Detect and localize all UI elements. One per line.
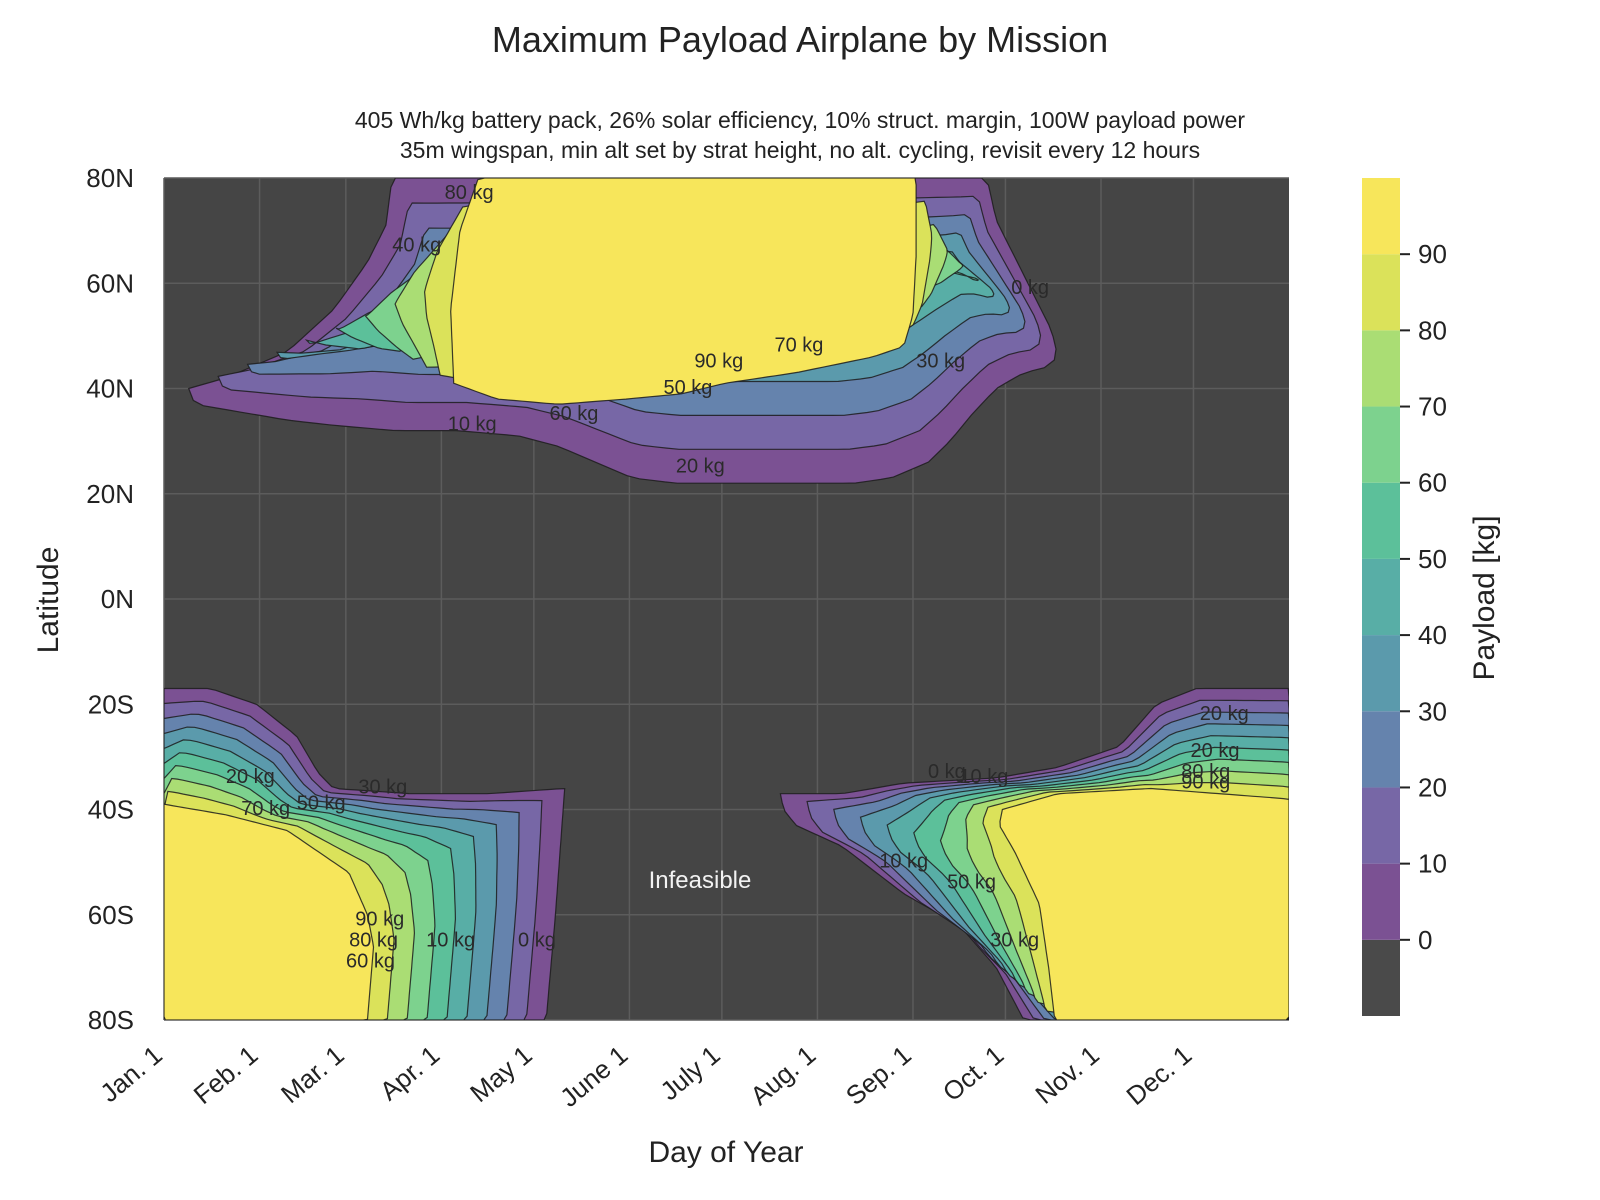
colorbar-tick-label: 70 — [1418, 392, 1447, 422]
colorbar-swatch — [1362, 330, 1400, 407]
x-tick-label: Mar. 1 — [275, 1040, 350, 1109]
contour-label: 10 kg — [959, 766, 1008, 788]
feasible-regions — [164, 178, 1289, 1020]
contour-label: 10 kg — [426, 929, 475, 951]
chart-title: Maximum Payload Airplane by Mission — [492, 19, 1108, 60]
colorbar: 0 10 20 30 40 50 60 70 80 90 — [1362, 178, 1447, 1016]
x-tick-label: Sep. 1 — [840, 1040, 917, 1111]
region-southern-early — [164, 687, 566, 1020]
colorbar-tick-label: 20 — [1418, 772, 1447, 802]
x-tick-label: Oct. 1 — [937, 1040, 1009, 1108]
contour-label: 70 kg — [774, 335, 823, 357]
colorbar-tick-label: 10 — [1418, 849, 1447, 879]
colorbar-swatch — [1362, 406, 1400, 483]
contour-label: 10 kg — [448, 414, 497, 436]
contour-label: 90 kg — [1181, 771, 1230, 793]
contour-label: 50 kg — [664, 377, 713, 399]
region-southern-late — [779, 687, 1289, 1020]
plot-area: 90 kg 70 kg 50 kg 30 kg 10 kg 60 kg 20 kg 40 kg… — [163, 177, 1289, 1021]
colorbar-swatch — [1362, 635, 1400, 712]
colorbar-tick-label: 40 — [1418, 620, 1447, 650]
x-tick-label: Apr. 1 — [374, 1040, 445, 1107]
x-tick-label: Jan. 1 — [94, 1040, 168, 1109]
y-tick-label: 40N — [86, 374, 134, 404]
colorbar-swatch — [1362, 863, 1400, 940]
x-tick-label: June 1 — [554, 1040, 633, 1113]
contour-label: 60 kg — [346, 950, 395, 972]
x-tick-label: Nov. 1 — [1029, 1040, 1104, 1110]
colorbar-swatch — [1362, 254, 1400, 331]
contour-label: 30 kg — [358, 777, 407, 799]
colorbar-swatch — [1362, 787, 1400, 864]
y-tick-label: 60N — [86, 268, 134, 298]
contour-label: 80 kg — [349, 929, 398, 951]
contour-label: 80 kg — [1181, 761, 1230, 783]
y-tick-label: 40S — [88, 795, 134, 825]
contour-label: 0 kg — [1011, 277, 1049, 299]
colorbar-tick-label: 90 — [1418, 239, 1447, 269]
contour-label: 30 kg — [990, 929, 1039, 951]
contour-label: 20 kg — [676, 456, 725, 478]
colorbar-tick-label: 30 — [1418, 696, 1447, 726]
x-tick-label: Feb. 1 — [188, 1040, 264, 1110]
contour-label: 30 kg — [916, 350, 965, 372]
colorbar-label: Payload [kg] — [1468, 515, 1501, 680]
colorbar-tick-label: 0 — [1418, 925, 1432, 955]
y-tick-label: 0N — [101, 584, 134, 614]
colorbar-swatch — [1362, 939, 1400, 1016]
y-tick-label: 80S — [88, 1005, 134, 1035]
contour-label: 0 kg — [928, 761, 966, 783]
x-tick-label: May 1 — [464, 1040, 538, 1108]
contour-label: 70 kg — [241, 798, 290, 820]
contour-label: 0 kg — [518, 929, 556, 951]
contour-label: 40 kg — [392, 235, 441, 257]
infeasible-annotation: Infeasible — [649, 867, 752, 894]
contour-label: 20 kg — [226, 766, 275, 788]
x-tick-label: July 1 — [654, 1040, 725, 1107]
contour-label: 90 kg — [355, 908, 404, 930]
chart-subtitle-line-1: 405 Wh/kg battery pack, 26% solar effici… — [355, 107, 1246, 133]
colorbar-swatch — [1362, 558, 1400, 636]
y-tick-label: 20S — [88, 689, 134, 719]
colorbar-tick-label: 60 — [1418, 468, 1447, 498]
colorbar-tick-label: 80 — [1418, 315, 1447, 345]
contour-label: 50 kg — [297, 793, 346, 815]
contour-band-90kg — [999, 787, 1289, 1020]
contour-label: 10 kg — [879, 850, 928, 872]
colorbar-swatch — [1362, 711, 1400, 788]
region-northern — [187, 178, 1057, 484]
x-axis-label: Day of Year — [648, 1136, 803, 1169]
y-tick-label: 60S — [88, 900, 134, 930]
contour-label: 60 kg — [549, 403, 598, 425]
y-axis-ticks: 80N 60N 40N 20N 0N 20S 40S 60S 80S — [86, 163, 134, 1035]
chart-subtitle-line-2: 35m wingspan, min alt set by strat heigh… — [400, 137, 1200, 163]
y-axis-label: Latitude — [32, 547, 65, 654]
y-tick-label: 20N — [86, 479, 134, 509]
contour-label: 20 kg — [1191, 740, 1240, 762]
contour-label: 20 kg — [1200, 703, 1249, 725]
contour-band-90kg — [164, 803, 375, 1020]
contour-label: 80 kg — [445, 182, 494, 204]
x-axis-ticks: Jan. 1 Feb. 1 Mar. 1 Apr. 1 May 1 June 1 July … — [94, 1040, 1197, 1113]
colorbar-swatch — [1362, 178, 1400, 255]
y-tick-label: 80N — [86, 163, 134, 193]
contour-label: 90 kg — [694, 350, 743, 372]
contour-band-90kg — [450, 178, 917, 405]
x-tick-label: Dec. 1 — [1120, 1040, 1197, 1111]
x-tick-label: Aug. 1 — [744, 1040, 821, 1111]
contour-label: 50 kg — [947, 871, 996, 893]
contour-labels: 90 kg 70 kg 50 kg 30 kg 10 kg 60 kg 20 kg 40 kg… — [226, 182, 1249, 972]
colorbar-tick-label: 50 — [1418, 544, 1447, 574]
colorbar-swatch — [1362, 482, 1400, 559]
